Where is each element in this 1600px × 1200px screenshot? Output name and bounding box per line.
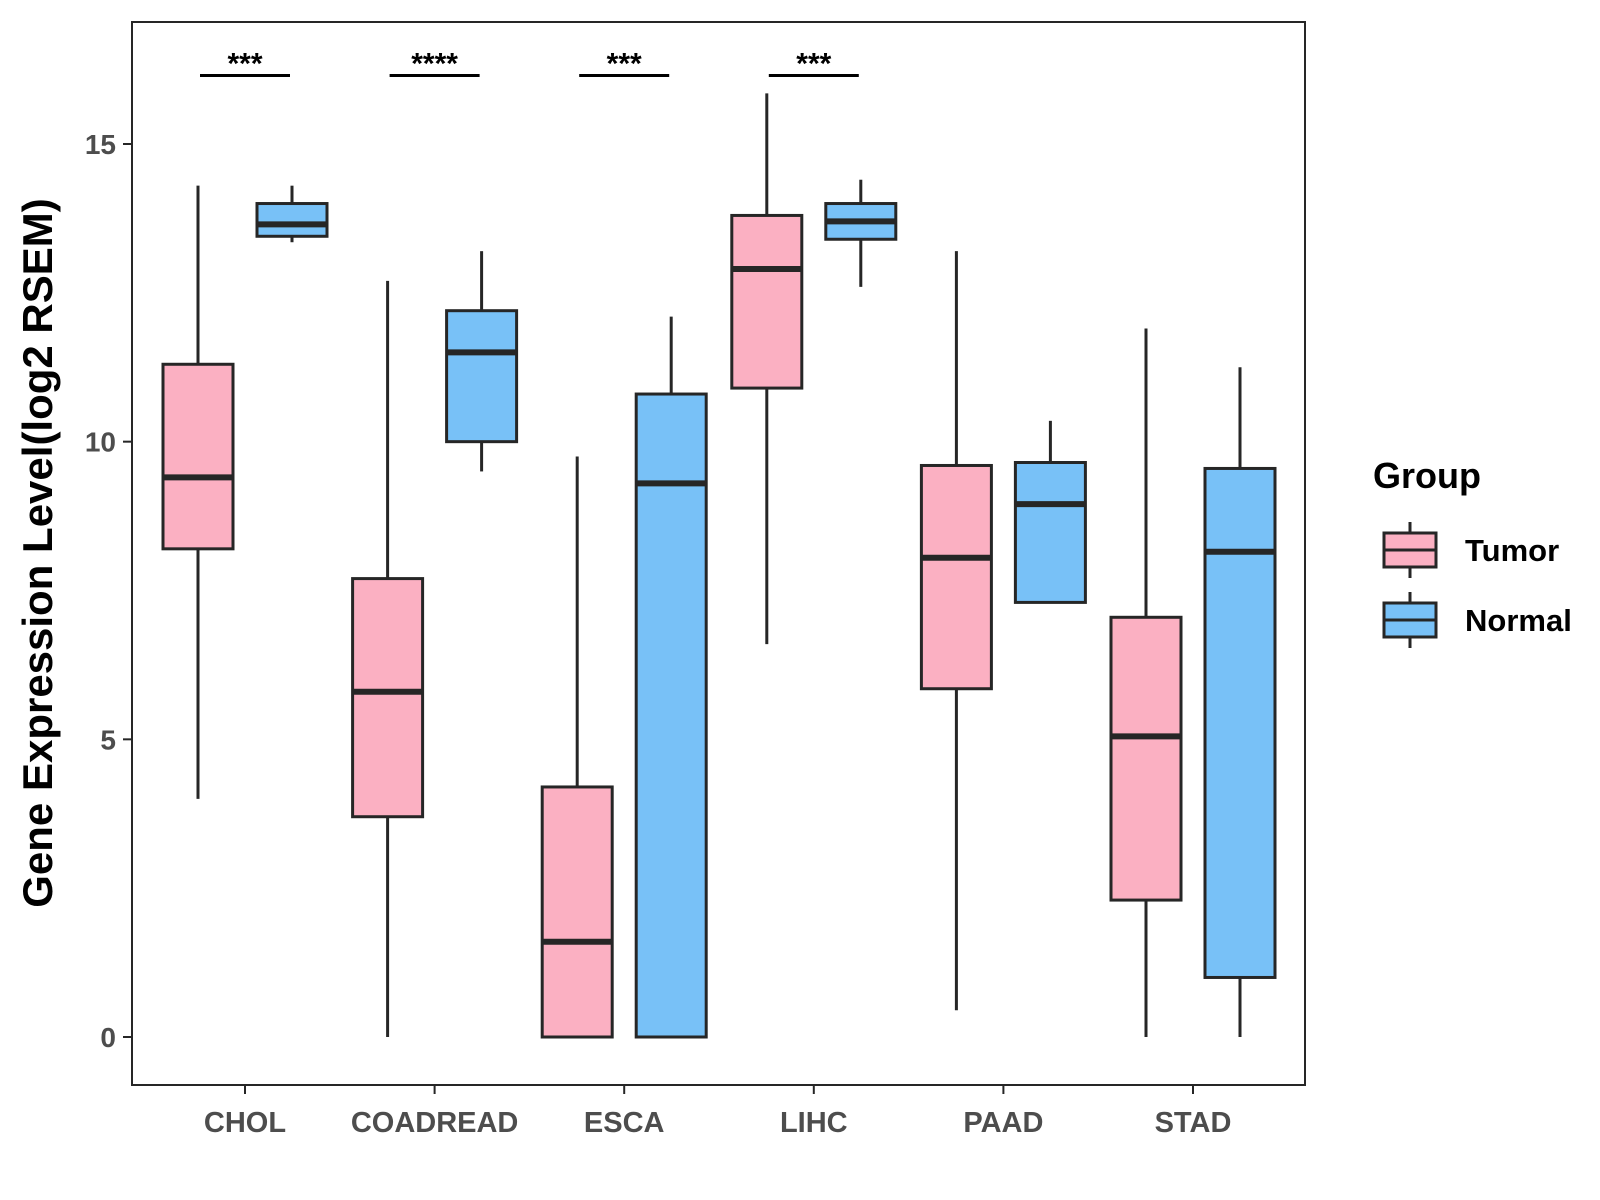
y-tick-label: 5 [100,724,116,755]
box-normal-chol [255,185,329,243]
x-tick-label-chol: CHOL [204,1107,286,1139]
box-iqr [1203,466,1277,979]
box-iqr [730,213,804,390]
box-tumor-esca [540,456,614,1039]
box-iqr [161,362,235,551]
box-tumor-coadread [351,280,425,1037]
legend-item-normal: Normal [1382,592,1572,648]
significance-label-chol: *** [227,48,262,81]
x-tick-label-coadread: COADREAD [351,1107,519,1139]
box-normal-coadread [445,251,519,472]
legend-item-tumor: Tumor [1382,522,1559,578]
significance-label-coadread: **** [411,48,458,81]
box-tumor-stad [1109,328,1183,1037]
legend: Group Tumor Normal [1373,455,1572,648]
axes: 0 5 10 15 CHOL COADREAD ESCA LIHC PAAD STAD [85,129,1232,1139]
box-iqr [255,202,329,238]
box-tumor-paad [919,251,993,1011]
y-tick-label: 0 [100,1022,116,1053]
box-tumor-lihc [730,93,804,645]
x-tick-label-esca: ESCA [584,1107,665,1139]
box-iqr [1109,615,1183,902]
x-tick-label-paad: PAAD [963,1107,1043,1139]
box-normal-esca [634,316,708,1039]
x-tick-label-lihc: LIHC [780,1107,848,1139]
panel-border [131,21,1306,1086]
box-normal-lihc [824,179,898,287]
legend-label-tumor: Tumor [1465,533,1559,568]
legend-title: Group [1373,455,1481,496]
box-iqr [1013,461,1087,604]
box-iqr [351,577,425,819]
box-iqr [634,392,708,1039]
significance-label-esca: *** [607,48,642,81]
y-axis-title: Gene Expression Level(log2 RSEM) [14,198,61,908]
significance-label-lihc: *** [796,48,831,81]
legend-label-normal: Normal [1465,603,1572,638]
box-normal-paad [1013,420,1087,604]
box-tumor-chol [161,185,235,799]
x-tick-label-stad: STAD [1155,1107,1232,1139]
plot-area: *** **** *** *** [161,48,1277,1039]
y-tick-label: 15 [85,129,116,160]
box-iqr [445,309,519,444]
box-iqr [919,463,993,691]
box-normal-stad [1203,367,1277,1037]
box-iqr [540,785,614,1039]
y-tick-label: 10 [85,427,116,458]
